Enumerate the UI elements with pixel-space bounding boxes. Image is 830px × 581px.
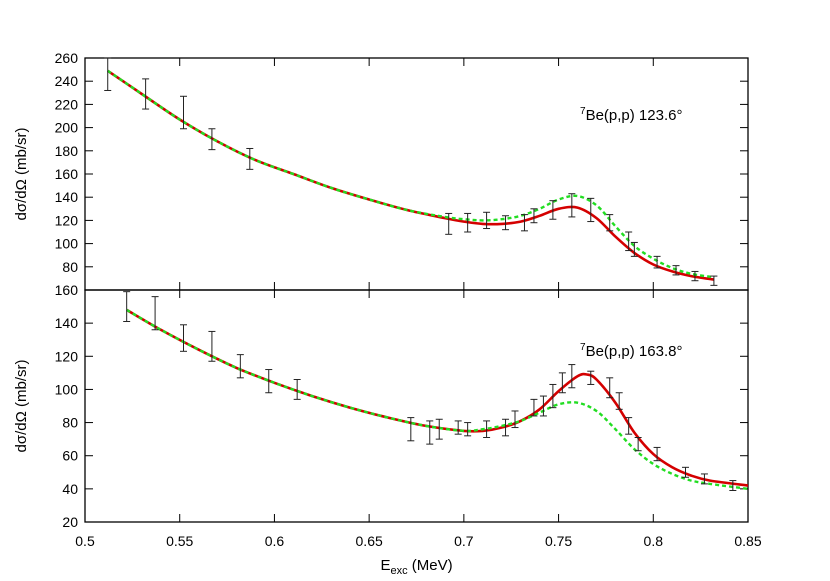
data-point (180, 95, 188, 130)
data-point (483, 420, 491, 438)
y-tick-label: 140 (55, 189, 79, 205)
data-point (142, 78, 150, 110)
y-tick-label: 120 (55, 348, 79, 364)
x-tick-label: 0.8 (644, 533, 664, 549)
data-point (729, 480, 737, 492)
y-tick-label: 100 (55, 381, 79, 397)
data-point (502, 215, 510, 231)
data-point (293, 378, 301, 400)
y-tick-label: 160 (55, 166, 79, 182)
x-tick-label: 0.65 (356, 533, 383, 549)
fit-curve-dashed (126, 308, 748, 491)
data-point (246, 147, 254, 170)
upper-panel: 80 100 120 140 160 180 200 220 240 260 dσ/dΩ (mb/s… (13, 50, 749, 291)
data-point (568, 364, 576, 389)
data-point (615, 392, 623, 410)
y-tick-label: 240 (55, 73, 79, 89)
data-point (483, 211, 491, 230)
x-tick-label: 0.5 (75, 533, 95, 549)
data-point (549, 200, 557, 220)
y-tick-label: 180 (55, 143, 79, 159)
data-point (672, 265, 680, 276)
data-point (710, 275, 718, 286)
y-axis-label: dσ/dΩ (mb/sr) (13, 128, 30, 221)
panel-annotation: 7Be(p,p) 163.8° (580, 342, 682, 360)
x-tick-label: 0.75 (545, 533, 572, 549)
data-point (208, 330, 216, 362)
y-tick-label: 40 (62, 481, 78, 497)
data-point (123, 291, 131, 322)
data-point (236, 354, 244, 379)
data-point (700, 473, 708, 485)
data-point (445, 212, 453, 235)
data-point (653, 446, 661, 462)
fit-curve-dashed (107, 69, 715, 279)
x-tick-label: 0.7 (454, 533, 474, 549)
y-tick-label: 120 (55, 212, 79, 228)
x-tick-label: 0.55 (166, 533, 193, 549)
data-point (606, 214, 614, 232)
data-point (625, 417, 633, 435)
data-point (587, 197, 595, 223)
data-point (151, 296, 159, 331)
plot-frame (84, 289, 749, 523)
data-point (426, 420, 434, 445)
x-tick-label: 0.85 (734, 533, 761, 549)
data-point (630, 241, 638, 257)
data-point (511, 410, 519, 429)
annotation-superscript: 7 (580, 106, 586, 117)
lower-panel: 20 40 60 80 100 120 140 160 0.5 0.55 0.6 0.65 0.7 0.7… (13, 282, 762, 577)
data-point (625, 231, 633, 252)
y-axis-label: dσ/dΩ (mb/sr) (13, 360, 30, 453)
data-point (568, 193, 576, 218)
data-point (549, 383, 557, 409)
data-point (407, 417, 415, 442)
panel-annotation: 7Be(p,p) 123.6° (580, 106, 682, 124)
data-point (208, 128, 216, 151)
data-point (502, 418, 510, 437)
data-point (653, 255, 661, 269)
x-axis-label-sub: exc (391, 565, 409, 577)
y-tick-label: 80 (62, 415, 78, 431)
data-point (539, 395, 547, 417)
data-point (464, 422, 472, 437)
x-axis-label-main: E (381, 557, 391, 574)
y-tick-label: 100 (55, 236, 79, 252)
data-point (530, 398, 538, 417)
data-point (265, 369, 273, 394)
data-point (681, 466, 689, 478)
data-point (691, 270, 699, 282)
x-tick-label: 0.6 (265, 533, 285, 549)
data-point (606, 377, 614, 399)
y-tick-label: 60 (62, 448, 78, 464)
y-tick-label: 220 (55, 96, 79, 112)
data-point (464, 212, 472, 233)
y-tick-label: 260 (55, 50, 79, 66)
y-tick-label: 200 (55, 120, 79, 136)
y-tick-label: 140 (55, 315, 79, 331)
data-point (104, 57, 112, 91)
data-point (520, 214, 528, 232)
data-point (530, 208, 538, 224)
annotation-text: Be(p,p) 123.6° (586, 107, 683, 124)
data-point (587, 370, 595, 385)
annotation-superscript: 7 (580, 342, 586, 353)
y-tick-label: 20 (62, 514, 78, 530)
y-tick-label: 80 (62, 259, 78, 275)
data-point (634, 436, 642, 452)
data-point (435, 418, 443, 440)
annotation-text: Be(p,p) 163.8° (586, 343, 683, 360)
y-tick-label: 160 (55, 282, 79, 298)
x-axis-label: Eexc (MeV) (381, 557, 453, 577)
x-axis-label-unit: (MeV) (408, 557, 453, 574)
data-point (454, 420, 462, 435)
data-point (180, 324, 188, 352)
data-point (558, 372, 566, 394)
